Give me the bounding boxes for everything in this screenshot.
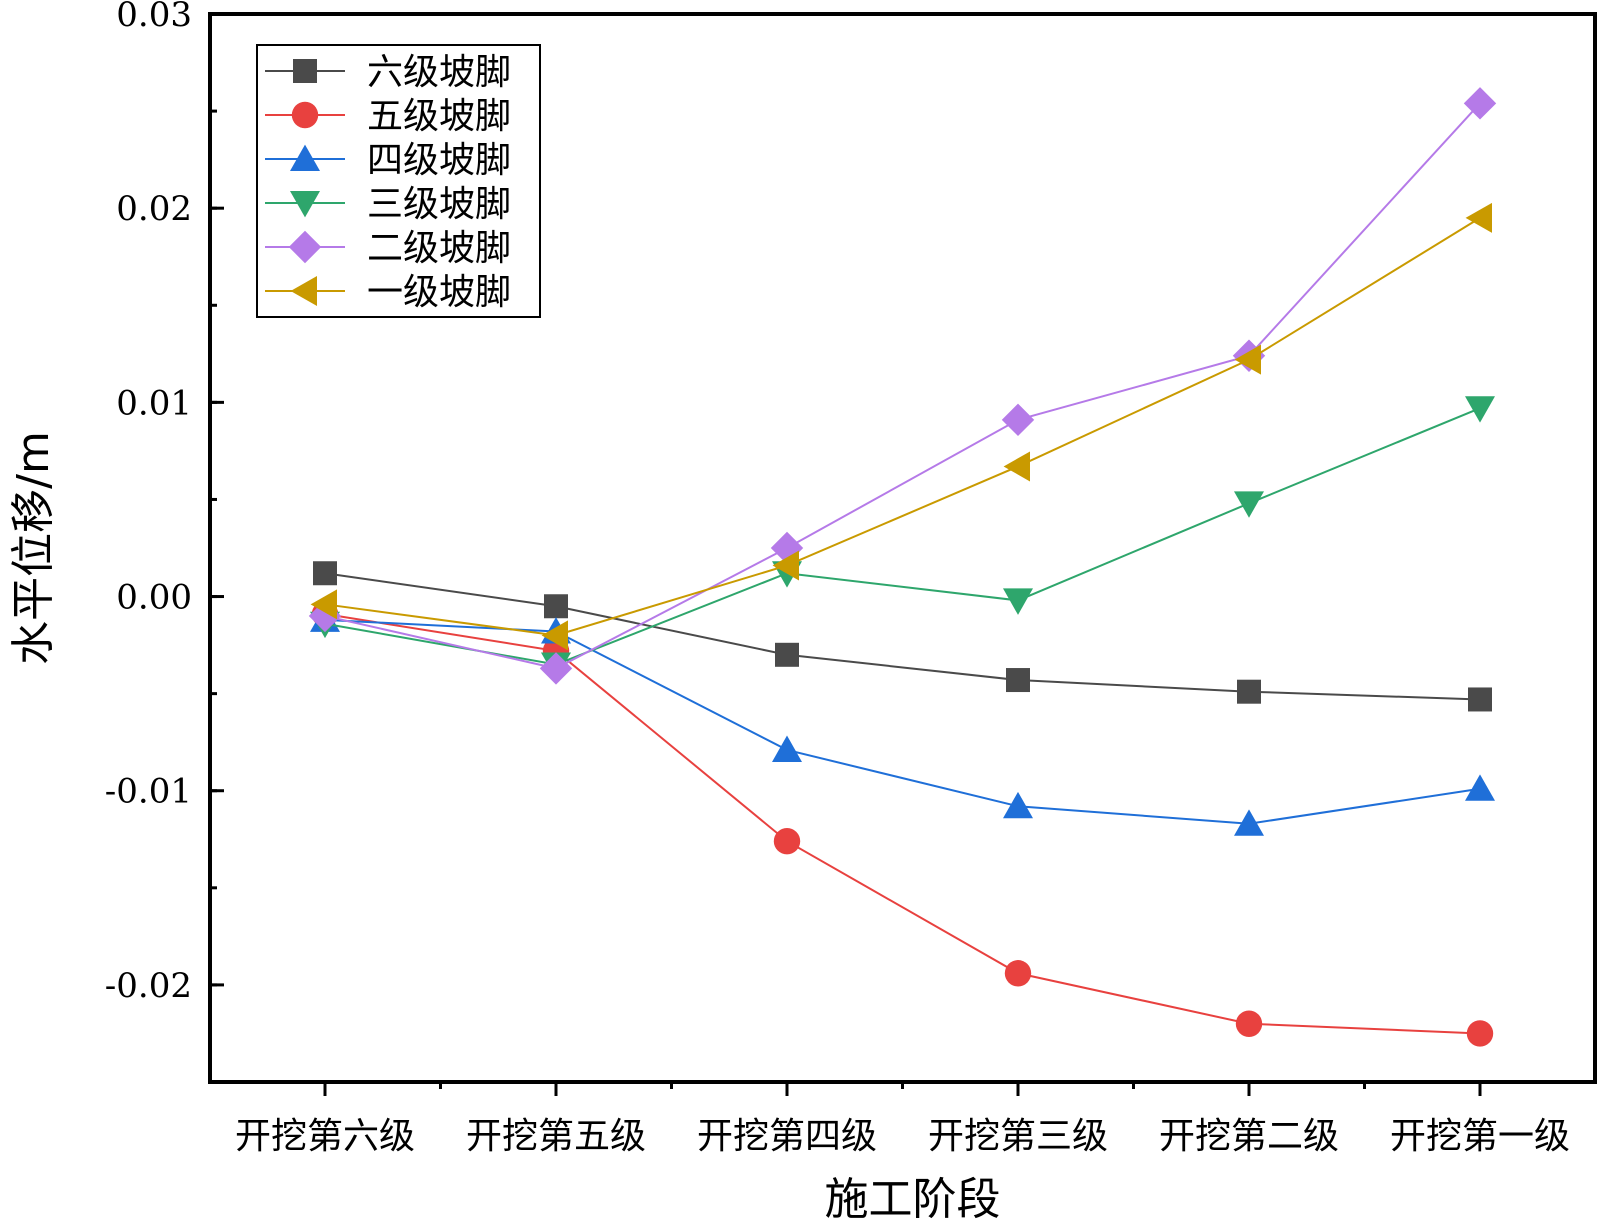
legend-label: 四级坡脚 <box>367 140 511 181</box>
y-tick-label: 0.02 <box>116 189 192 229</box>
data-point <box>310 589 337 620</box>
data-point <box>1465 774 1495 801</box>
x-axis-title: 施工阶段 <box>825 1174 1001 1225</box>
series-line <box>324 102 1481 670</box>
data-point <box>772 550 799 581</box>
data-point <box>1237 679 1261 704</box>
data-point <box>775 642 799 667</box>
data-point <box>1465 202 1492 233</box>
data-point <box>313 561 337 586</box>
legend-marker <box>291 101 319 129</box>
data-point <box>1003 588 1033 615</box>
x-tick-label: 开挖第四级 <box>697 1116 877 1157</box>
legend-marker <box>290 144 320 171</box>
data-point <box>1003 451 1030 482</box>
series-line <box>324 407 1481 666</box>
data-point <box>1234 809 1264 836</box>
legend-marker <box>290 276 317 306</box>
x-tick-label: 开挖第一级 <box>1390 1116 1570 1157</box>
series-line <box>324 613 1481 1035</box>
legend-box <box>256 44 541 318</box>
legend-marker <box>290 191 320 218</box>
series-1 <box>313 561 1492 712</box>
x-tick-label: 开挖第三级 <box>928 1116 1108 1157</box>
series-line <box>324 618 1481 825</box>
x-tick-label: 开挖第二级 <box>1159 1116 1339 1157</box>
data-point <box>539 652 573 685</box>
data-point <box>1004 960 1032 987</box>
legend-marker <box>293 59 317 83</box>
legend-label: 一级坡脚 <box>367 272 511 313</box>
legend-label: 三级坡脚 <box>367 184 511 225</box>
x-tick-label: 开挖第五级 <box>466 1116 646 1157</box>
series-layer <box>308 87 1497 1047</box>
data-point <box>1234 344 1261 375</box>
y-tick-label: 0.01 <box>116 383 192 423</box>
legend-label: 五级坡脚 <box>367 96 511 137</box>
y-tick-label: -0.01 <box>105 772 192 812</box>
legend-marker <box>288 230 322 264</box>
data-point <box>1001 403 1035 437</box>
data-point <box>1468 687 1492 712</box>
data-point <box>544 594 568 619</box>
series-line <box>324 217 1481 637</box>
series-6 <box>310 202 1492 651</box>
data-point <box>1465 396 1495 423</box>
axes: 0.03 0.02 0.01 0.00 -0.01 -0.02 开挖第六级 开挖第五级 开挖第四… <box>105 0 1570 1157</box>
data-point <box>1463 87 1497 120</box>
data-point <box>1003 791 1033 819</box>
legend-label: 二级坡脚 <box>367 228 511 269</box>
data-point <box>772 735 802 762</box>
y-tick-label: 0.03 <box>116 0 192 35</box>
y-tick-label: -0.02 <box>105 966 192 1006</box>
data-point <box>1466 1020 1494 1047</box>
legend-label: 六级坡脚 <box>367 52 511 93</box>
x-tick-label: 开挖第六级 <box>235 1116 415 1157</box>
data-point <box>1234 491 1264 518</box>
data-point <box>773 828 801 855</box>
y-axis-title: 水平位移/m <box>8 431 59 665</box>
data-point <box>1006 668 1030 693</box>
y-tick-label: 0.00 <box>116 578 192 618</box>
data-point <box>1235 1010 1263 1037</box>
series-4 <box>310 396 1495 679</box>
data-point <box>541 620 568 651</box>
series-line <box>324 572 1481 701</box>
